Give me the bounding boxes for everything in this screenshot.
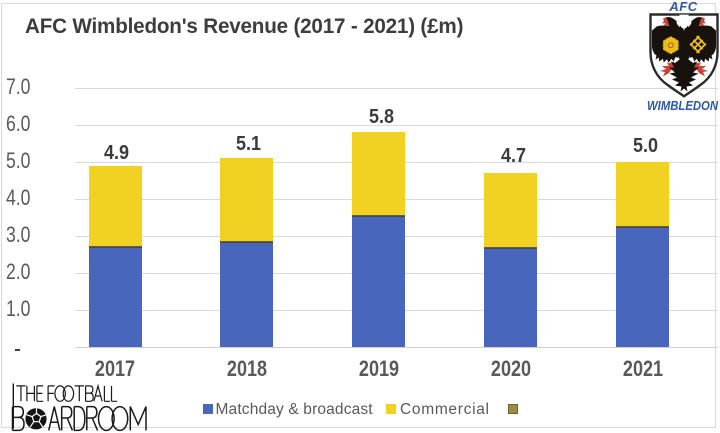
svg-text:WIMBLEDON: WIMBLEDON [647,98,718,113]
svg-text:AFC: AFC [668,0,697,14]
